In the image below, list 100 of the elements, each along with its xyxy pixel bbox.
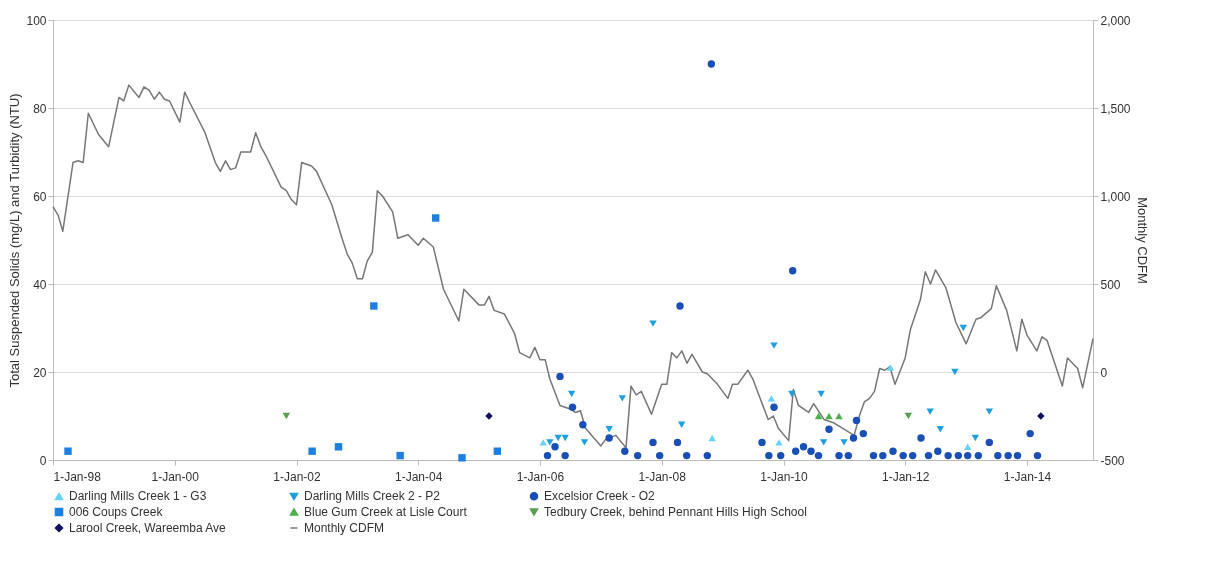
point [282,412,291,420]
point [852,416,861,425]
point [703,451,712,460]
point [682,451,691,460]
y2-tick-label: 1,000 [1100,189,1131,204]
point [899,451,907,460]
legend-label: Darling Mills Creek 2 - P2 [304,489,441,504]
point [621,447,629,455]
point [944,451,952,460]
legend-label: Tedbury Creek, behind Pennant Hills High School [544,505,807,519]
x-tick-label: 1-Jan-02 [273,469,321,484]
point [814,412,823,420]
point [543,451,552,460]
point [765,451,773,460]
point [579,421,587,429]
point [539,439,547,446]
x-tick-label: 1-Jan-12 [881,469,930,484]
point [954,451,963,460]
point [64,447,72,455]
point [1026,429,1034,438]
point [655,451,664,460]
point [580,439,589,446]
x-tick-label: 1-Jan-98 [53,469,102,484]
point [844,451,853,460]
point [633,451,642,460]
point [370,302,378,310]
x-tick-label: 1-Jan-00 [151,469,200,484]
point [334,443,343,451]
point [788,390,796,398]
y-axis-title: Total Suspended Solids (mg/L) and Turbidity (NTU) [7,93,23,388]
point [551,443,559,451]
point [951,368,959,376]
point [788,267,797,275]
point [676,302,684,310]
x-tick-label: 1-Jan-04 [394,469,443,484]
point [879,451,887,460]
point [840,439,848,446]
point [985,438,994,447]
point [817,390,825,398]
point [963,443,972,451]
y2-tick-label: 500 [1100,277,1121,292]
point [889,447,897,455]
y-tick-label: 80 [33,101,47,116]
point [936,425,945,433]
point [605,425,613,433]
point [556,372,564,381]
point [819,439,828,446]
legend-label: Blue Gum Creek at Lisle Court [304,505,468,519]
point [1013,451,1022,460]
x-tick-label: 1-Jan-06 [516,469,565,484]
y2-axis-title: Monthly CDFM [1134,197,1150,284]
legend-label: Larool Creek, Wareemba Ave [69,521,227,535]
point [554,434,562,442]
point [835,451,843,460]
point [1004,451,1012,460]
point [396,451,404,460]
point [904,412,913,420]
point [770,403,778,411]
point [618,395,627,402]
point [308,447,316,455]
x-tick-label: 1-Jan-08 [638,469,687,484]
point [908,451,917,460]
point [869,451,878,460]
point [546,439,554,446]
point [673,438,682,447]
y-tick-label: 20 [33,365,47,380]
point [859,429,868,438]
point [568,403,577,411]
point [567,390,576,398]
point [493,447,502,455]
point [458,454,466,462]
point [649,438,657,447]
point [561,434,569,442]
point [776,451,785,460]
point [963,451,972,460]
point [775,439,783,446]
point [770,342,778,349]
point [758,438,766,447]
point [649,320,657,327]
point [825,425,833,433]
point [707,60,716,68]
y2-tick-label: 1,500 [1100,101,1131,116]
point [431,214,440,222]
legend-label: Darling Mills Creek 1 - G3 [69,489,207,504]
legend-label: 006 Coups Creek [69,505,164,519]
point [561,451,569,460]
point [886,364,895,371]
y-tick-label: 0 [39,453,47,468]
point [708,434,716,442]
x-tick-label: 1-Jan-14 [1003,469,1052,484]
point [917,434,925,442]
point [924,451,933,460]
point [825,412,833,420]
point [849,434,858,442]
point [677,421,686,429]
legend-label: Excelsior Creek - O2 [544,489,656,504]
point [791,447,800,455]
point [814,451,823,460]
point [767,395,776,402]
y2-tick-label: 0 [1100,365,1108,380]
